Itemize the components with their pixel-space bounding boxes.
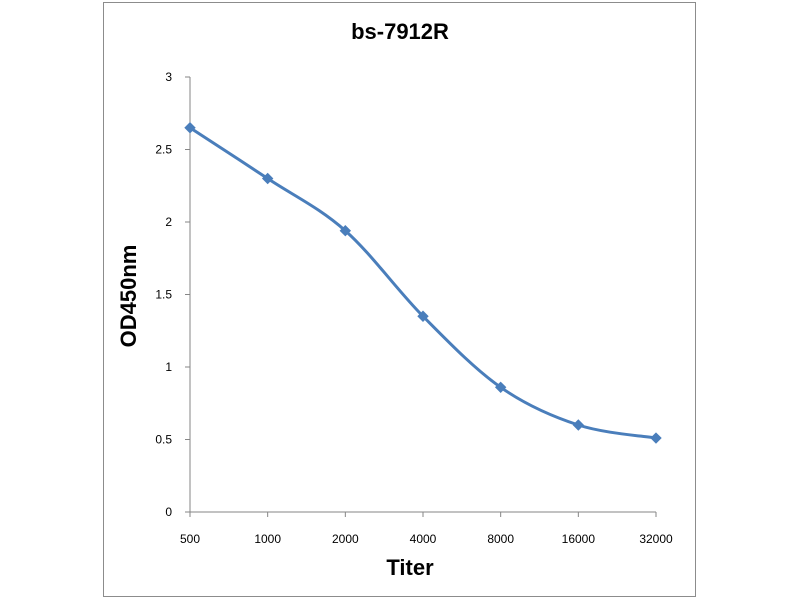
data-point-marker xyxy=(339,224,352,237)
x-tick-label: 32000 xyxy=(639,532,673,546)
data-point-marker xyxy=(572,419,585,431)
y-tick-label: 1 xyxy=(165,360,172,374)
y-tick-label: 3 xyxy=(165,70,172,84)
data-point-marker xyxy=(494,381,507,394)
x-axis-title: Titer xyxy=(386,555,434,580)
data-point-marker xyxy=(417,310,429,322)
data-point-marker xyxy=(650,432,662,444)
series-line xyxy=(188,126,658,440)
y-tick-label: 0.5 xyxy=(155,433,172,447)
x-tick-label: 4000 xyxy=(410,532,437,546)
chart-title: bs-7912R xyxy=(351,19,449,44)
chart-area xyxy=(103,2,696,597)
y-tick-label: 0 xyxy=(165,505,172,519)
data-point-marker xyxy=(184,122,196,134)
x-tick-label: 2000 xyxy=(332,532,359,546)
y-axis-title: OD450nm xyxy=(116,245,141,348)
x-tick-label: 1000 xyxy=(254,532,281,546)
x-tick-label: 8000 xyxy=(487,532,514,546)
x-tick-label: 16000 xyxy=(562,532,596,546)
data-point-marker xyxy=(261,172,274,185)
y-tick-label: 2.5 xyxy=(155,143,172,157)
y-tick-label: 2 xyxy=(165,215,172,229)
plot-area: 0 0.5 1 1.5 2 2.5 3 500 1000 2000 4000 8000 16000 320… xyxy=(155,70,673,546)
y-tick-label: 1.5 xyxy=(155,288,172,302)
x-tick-label: 500 xyxy=(180,532,200,546)
